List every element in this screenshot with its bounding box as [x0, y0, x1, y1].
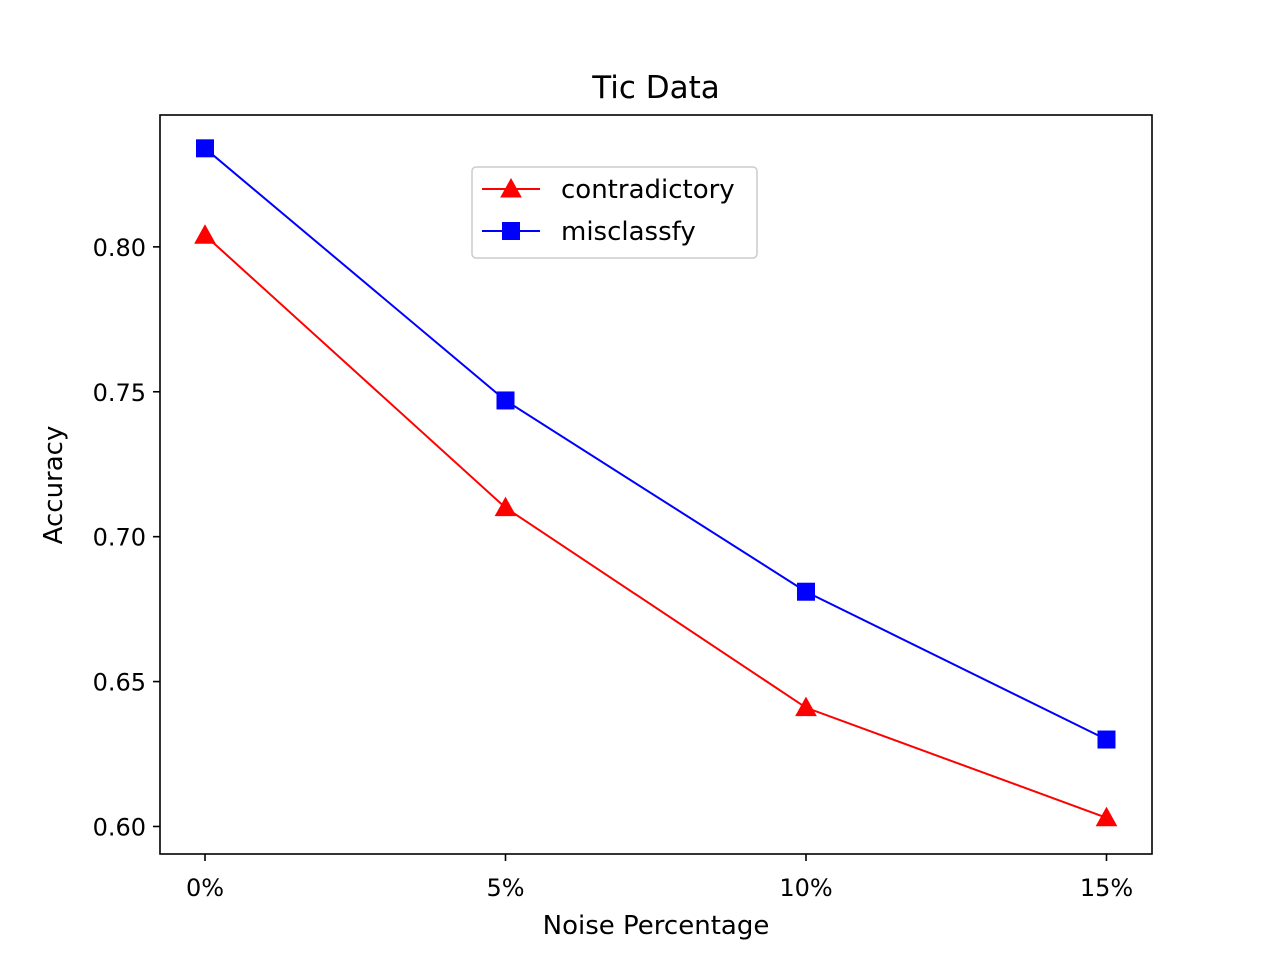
x-tick-label: 10%	[779, 874, 832, 902]
data-point	[196, 139, 214, 158]
data-point	[1095, 806, 1118, 827]
data-point	[795, 696, 817, 717]
legend-marker	[502, 222, 520, 240]
data-point	[797, 582, 815, 601]
x-tick-label: 5%	[486, 874, 524, 902]
legend-frame	[471, 166, 758, 259]
data-point	[194, 224, 216, 244]
legend-label: contradictory	[561, 175, 735, 205]
data-point	[494, 496, 517, 517]
legend-marker	[500, 177, 522, 198]
legend-label: misclassfy	[561, 217, 696, 247]
x-tick-label: 0%	[186, 874, 224, 902]
y-tick-label: 0.75	[93, 379, 146, 407]
y-tick-label: 0.65	[93, 669, 146, 697]
x-axis: 0% 5% 10% 15%	[186, 854, 1133, 902]
legend-item: contradictory	[482, 175, 735, 205]
plot-frame	[159, 114, 1153, 855]
series-line	[204, 234, 1107, 819]
y-tick-label: 0.80	[93, 234, 146, 262]
series-misclassfy	[196, 139, 1116, 749]
series-line	[204, 147, 1107, 741]
data-point	[496, 391, 515, 410]
x-tick-label: 15%	[1080, 874, 1133, 902]
plot-content	[194, 139, 1118, 827]
legend: contradictory misclassfy	[471, 166, 758, 259]
chart-title: Tic Data	[591, 70, 720, 106]
x-axis-label: Noise Percentage	[543, 911, 770, 941]
y-axis: 0.60 0.65 0.70 0.75 0.80	[93, 234, 160, 841]
y-tick-label: 0.70	[93, 524, 146, 552]
y-tick-label: 0.60	[93, 813, 146, 841]
y-axis-label: Accuracy	[39, 426, 69, 545]
series-contradictory	[194, 224, 1118, 827]
legend-item: misclassfy	[482, 217, 696, 247]
data-point	[1097, 730, 1116, 749]
